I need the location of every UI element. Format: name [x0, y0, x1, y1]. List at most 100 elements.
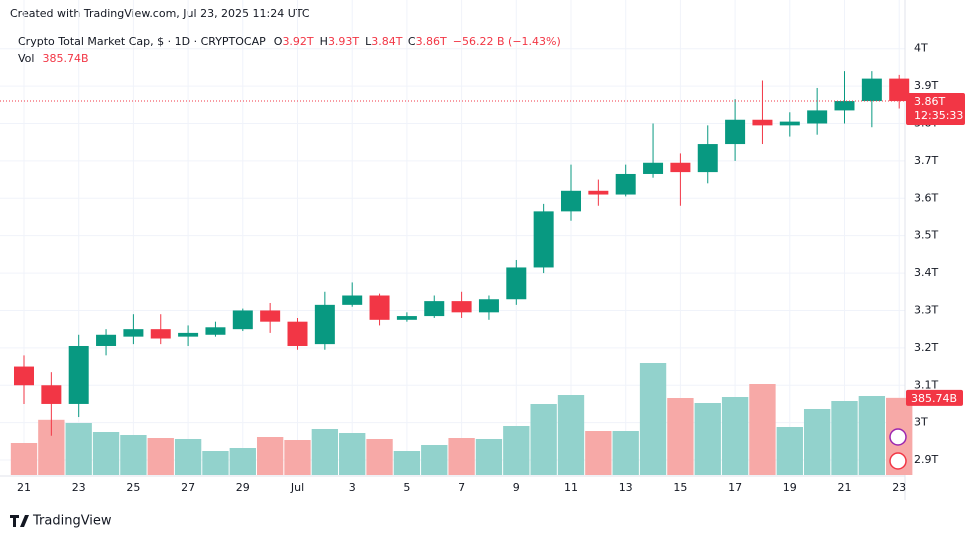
y-tick-label: 4T	[914, 42, 928, 55]
volume-bar	[448, 438, 475, 475]
volume-bar	[256, 437, 284, 475]
x-tick-label: 23	[892, 481, 906, 494]
volume-bar	[749, 384, 776, 475]
volume-bar	[557, 395, 585, 475]
x-tick-label: 21	[838, 481, 852, 494]
ohlc-key: C	[408, 35, 416, 48]
legend-line: Crypto Total Market Cap, $ · 1D · CRYPTO…	[18, 35, 561, 48]
candle-body	[123, 329, 144, 337]
x-tick-label: Jul	[290, 481, 304, 494]
y-tick-label: 3.6T	[914, 191, 938, 204]
volume-bar	[858, 396, 886, 475]
y-tick-label: 3.3T	[914, 303, 938, 316]
volume-bar	[803, 409, 831, 475]
volume-bar	[366, 439, 393, 475]
volume-bar	[10, 443, 38, 475]
candle-body	[396, 316, 417, 320]
candle-body	[342, 295, 363, 305]
candle-body	[232, 310, 253, 330]
ohlc-value: 3.92T	[282, 35, 313, 48]
flag-icon	[889, 452, 907, 470]
candle-body	[68, 345, 89, 404]
ohlc-value: 3.84T	[371, 35, 402, 48]
volume-bar	[65, 423, 92, 475]
x-tick-label: 25	[126, 481, 140, 494]
y-tick-label: 3.4T	[914, 266, 938, 279]
candle-body	[561, 190, 581, 212]
volume-bar	[639, 363, 667, 475]
volume-bar	[202, 451, 229, 475]
x-tick-label: 29	[236, 481, 250, 494]
candle-body	[478, 299, 499, 313]
volume-legend: Vol 385.74B	[18, 52, 89, 65]
x-tick-label: 27	[181, 481, 195, 494]
candle-body	[807, 110, 828, 124]
y-tick-label: 3.7T	[914, 154, 938, 167]
volume-bar	[284, 440, 311, 475]
volume-bar	[421, 445, 448, 475]
volume-bar	[147, 438, 174, 475]
candle-body	[697, 144, 718, 173]
candle-body	[41, 385, 62, 404]
candle-body	[506, 267, 527, 300]
candle-body	[424, 301, 445, 317]
volume-bar	[92, 432, 120, 475]
volume-tag	[906, 389, 963, 406]
volume-tag-label: 385.74B	[911, 392, 957, 405]
plot-area: 2.9T3T3.1T3.2T3.3T3.4T3.5T3.6T3.7T3.8T3.…	[0, 0, 965, 500]
candle-body	[752, 119, 773, 126]
candle-body	[451, 301, 472, 313]
brand: TradingView	[32, 514, 112, 529]
x-tick-label: 11	[564, 481, 578, 494]
volume-bar	[667, 398, 694, 475]
candle-body	[889, 78, 910, 102]
candle-body	[150, 329, 171, 339]
volume-bar	[694, 403, 721, 475]
price-tag	[906, 93, 965, 126]
volume-bar	[120, 435, 147, 475]
candle-body	[287, 321, 308, 346]
countdown: 12:35:33	[914, 109, 963, 122]
candle-body	[14, 366, 34, 386]
ohlc-value: 3.93T	[328, 35, 359, 48]
volume-bar	[585, 431, 612, 475]
logo: TradingView	[10, 514, 112, 529]
logo-mark	[10, 515, 29, 527]
volume-bar	[721, 397, 749, 475]
candle-body	[643, 162, 664, 174]
candle-body	[670, 162, 691, 173]
volume-bar	[776, 427, 803, 475]
candle-body	[861, 78, 882, 102]
candle-body	[615, 173, 636, 195]
y-tick-label: 3T	[914, 416, 928, 429]
candle-body	[588, 190, 609, 195]
x-tick-label: 23	[72, 481, 86, 494]
x-tick-label: 3	[349, 481, 356, 494]
volume-bar	[393, 451, 421, 475]
y-tick-label: 3.9T	[914, 79, 938, 92]
x-tick-label: 17	[728, 481, 742, 494]
volume-bar	[475, 439, 503, 475]
x-tick-label: 7	[458, 481, 465, 494]
candle-body	[260, 310, 281, 322]
x-tick-label: 19	[783, 481, 797, 494]
x-tick-label: 21	[17, 481, 31, 494]
volume-bar	[612, 431, 639, 475]
candle-body	[96, 334, 117, 346]
ohlc-value: 3.86T	[416, 35, 447, 48]
change: −56.22 B (−1.43%)	[453, 35, 561, 48]
candle-body	[834, 101, 855, 111]
event-icon	[889, 428, 907, 446]
volume-bar	[174, 439, 202, 475]
candle-body	[533, 211, 554, 268]
candle-body	[369, 295, 390, 320]
ohlc-key: H	[320, 35, 328, 48]
symbol: Crypto Total Market Cap, $ · 1D · CRYPTO…	[18, 35, 266, 48]
candle-body	[314, 304, 335, 345]
volume-bar	[503, 426, 530, 475]
created-note: Created with TradingView.com, Jul 23, 20…	[10, 7, 310, 20]
x-tick-label: 13	[619, 481, 633, 494]
x-tick-label: 9	[513, 481, 520, 494]
